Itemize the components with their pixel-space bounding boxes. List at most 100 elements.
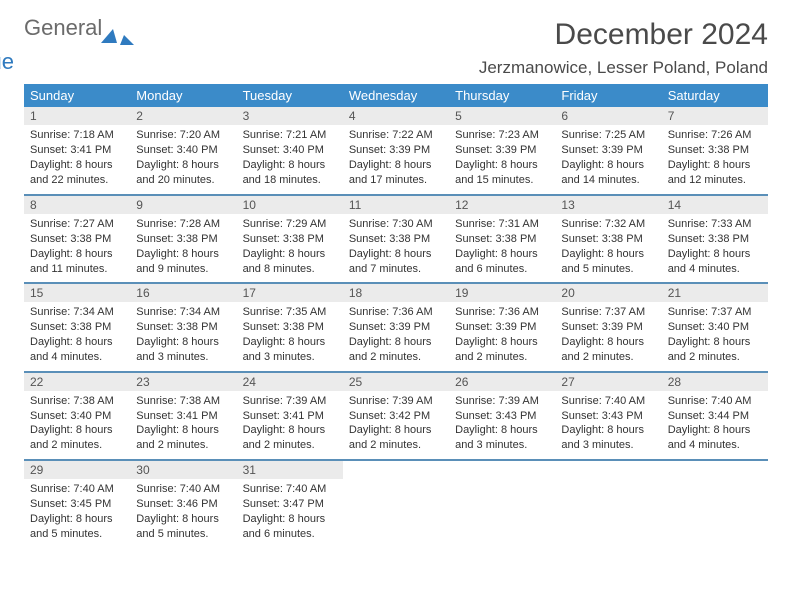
day-number: 26 — [449, 373, 555, 391]
calendar-cell: 12Sunrise: 7:31 AMSunset: 3:38 PMDayligh… — [449, 195, 555, 283]
sunrise-line: Sunrise: 7:39 AM — [243, 394, 337, 409]
calendar-cell: 27Sunrise: 7:40 AMSunset: 3:43 PMDayligh… — [555, 372, 661, 460]
sunset-line: Sunset: 3:39 PM — [455, 320, 549, 335]
weekday-sunday: Sunday — [24, 84, 130, 107]
calendar-cell: 15Sunrise: 7:34 AMSunset: 3:38 PMDayligh… — [24, 283, 130, 371]
calendar-cell — [662, 460, 768, 548]
daylight-line: Daylight: 8 hours and 4 minutes. — [668, 247, 762, 277]
daylight-line: Daylight: 8 hours and 17 minutes. — [349, 158, 443, 188]
day-body: Sunrise: 7:39 AMSunset: 3:42 PMDaylight:… — [343, 391, 449, 459]
day-number: 6 — [555, 107, 661, 125]
daylight-line: Daylight: 8 hours and 6 minutes. — [455, 247, 549, 277]
day-body: Sunrise: 7:28 AMSunset: 3:38 PMDaylight:… — [130, 214, 236, 282]
sunset-line: Sunset: 3:38 PM — [136, 320, 230, 335]
daylight-line: Daylight: 8 hours and 2 minutes. — [136, 423, 230, 453]
day-number: 31 — [237, 461, 343, 479]
sunrise-line: Sunrise: 7:18 AM — [30, 128, 124, 143]
day-number: 30 — [130, 461, 236, 479]
sunset-line: Sunset: 3:41 PM — [136, 409, 230, 424]
calendar-cell: 16Sunrise: 7:34 AMSunset: 3:38 PMDayligh… — [130, 283, 236, 371]
day-number: 11 — [343, 196, 449, 214]
calendar-cell: 19Sunrise: 7:36 AMSunset: 3:39 PMDayligh… — [449, 283, 555, 371]
day-number: 4 — [343, 107, 449, 125]
day-body: Sunrise: 7:40 AMSunset: 3:43 PMDaylight:… — [555, 391, 661, 459]
daylight-line: Daylight: 8 hours and 18 minutes. — [243, 158, 337, 188]
day-body: Sunrise: 7:39 AMSunset: 3:41 PMDaylight:… — [237, 391, 343, 459]
day-number: 22 — [24, 373, 130, 391]
sunset-line: Sunset: 3:39 PM — [455, 143, 549, 158]
day-body: Sunrise: 7:32 AMSunset: 3:38 PMDaylight:… — [555, 214, 661, 282]
sunrise-line: Sunrise: 7:25 AM — [561, 128, 655, 143]
day-number: 28 — [662, 373, 768, 391]
day-body: Sunrise: 7:40 AMSunset: 3:46 PMDaylight:… — [130, 479, 236, 547]
day-number: 25 — [343, 373, 449, 391]
day-number: 29 — [24, 461, 130, 479]
day-body: Sunrise: 7:31 AMSunset: 3:38 PMDaylight:… — [449, 214, 555, 282]
day-number: 24 — [237, 373, 343, 391]
calendar-cell: 7Sunrise: 7:26 AMSunset: 3:38 PMDaylight… — [662, 107, 768, 195]
sunrise-line: Sunrise: 7:27 AM — [30, 217, 124, 232]
sunset-line: Sunset: 3:38 PM — [30, 232, 124, 247]
calendar-cell: 3Sunrise: 7:21 AMSunset: 3:40 PMDaylight… — [237, 107, 343, 195]
weekday-header-row: Sunday Monday Tuesday Wednesday Thursday… — [24, 84, 768, 107]
daylight-line: Daylight: 8 hours and 7 minutes. — [349, 247, 443, 277]
calendar-cell: 31Sunrise: 7:40 AMSunset: 3:47 PMDayligh… — [237, 460, 343, 548]
sunrise-line: Sunrise: 7:40 AM — [561, 394, 655, 409]
sunrise-line: Sunrise: 7:32 AM — [561, 217, 655, 232]
calendar-cell: 23Sunrise: 7:38 AMSunset: 3:41 PMDayligh… — [130, 372, 236, 460]
calendar-cell: 8Sunrise: 7:27 AMSunset: 3:38 PMDaylight… — [24, 195, 130, 283]
calendar-week-row: 8Sunrise: 7:27 AMSunset: 3:38 PMDaylight… — [24, 195, 768, 283]
day-body: Sunrise: 7:34 AMSunset: 3:38 PMDaylight:… — [130, 302, 236, 370]
sunset-line: Sunset: 3:39 PM — [561, 143, 655, 158]
weekday-monday: Monday — [130, 84, 236, 107]
sunset-line: Sunset: 3:39 PM — [349, 143, 443, 158]
day-number: 9 — [130, 196, 236, 214]
sunrise-line: Sunrise: 7:23 AM — [455, 128, 549, 143]
sunrise-line: Sunrise: 7:31 AM — [455, 217, 549, 232]
calendar-cell: 18Sunrise: 7:36 AMSunset: 3:39 PMDayligh… — [343, 283, 449, 371]
daylight-line: Daylight: 8 hours and 4 minutes. — [30, 335, 124, 365]
calendar-cell: 30Sunrise: 7:40 AMSunset: 3:46 PMDayligh… — [130, 460, 236, 548]
sunrise-line: Sunrise: 7:39 AM — [455, 394, 549, 409]
day-body: Sunrise: 7:40 AMSunset: 3:45 PMDaylight:… — [24, 479, 130, 547]
daylight-line: Daylight: 8 hours and 11 minutes. — [30, 247, 124, 277]
daylight-line: Daylight: 8 hours and 4 minutes. — [668, 423, 762, 453]
daylight-line: Daylight: 8 hours and 20 minutes. — [136, 158, 230, 188]
sunrise-line: Sunrise: 7:29 AM — [243, 217, 337, 232]
day-number: 12 — [449, 196, 555, 214]
sunrise-line: Sunrise: 7:22 AM — [349, 128, 443, 143]
sunset-line: Sunset: 3:42 PM — [349, 409, 443, 424]
day-number: 15 — [24, 284, 130, 302]
brand-triangle2-icon — [120, 35, 134, 45]
daylight-line: Daylight: 8 hours and 3 minutes. — [561, 423, 655, 453]
sunset-line: Sunset: 3:38 PM — [243, 232, 337, 247]
sunset-line: Sunset: 3:41 PM — [243, 409, 337, 424]
daylight-line: Daylight: 8 hours and 3 minutes. — [455, 423, 549, 453]
title-block: December 2024 Jerzmanowice, Lesser Polan… — [479, 18, 768, 78]
day-body: Sunrise: 7:18 AMSunset: 3:41 PMDaylight:… — [24, 125, 130, 193]
sunset-line: Sunset: 3:38 PM — [561, 232, 655, 247]
daylight-line: Daylight: 8 hours and 2 minutes. — [668, 335, 762, 365]
weekday-thursday: Thursday — [449, 84, 555, 107]
sunset-line: Sunset: 3:39 PM — [561, 320, 655, 335]
day-body: Sunrise: 7:30 AMSunset: 3:38 PMDaylight:… — [343, 214, 449, 282]
day-number: 13 — [555, 196, 661, 214]
day-number: 7 — [662, 107, 768, 125]
day-body: Sunrise: 7:25 AMSunset: 3:39 PMDaylight:… — [555, 125, 661, 193]
daylight-line: Daylight: 8 hours and 15 minutes. — [455, 158, 549, 188]
daylight-line: Daylight: 8 hours and 6 minutes. — [243, 512, 337, 542]
day-number: 18 — [343, 284, 449, 302]
daylight-line: Daylight: 8 hours and 2 minutes. — [349, 423, 443, 453]
sunset-line: Sunset: 3:38 PM — [668, 232, 762, 247]
daylight-line: Daylight: 8 hours and 14 minutes. — [561, 158, 655, 188]
calendar-cell: 26Sunrise: 7:39 AMSunset: 3:43 PMDayligh… — [449, 372, 555, 460]
brand-text-general: General — [24, 18, 102, 38]
sunset-line: Sunset: 3:43 PM — [561, 409, 655, 424]
calendar-table: Sunday Monday Tuesday Wednesday Thursday… — [24, 84, 768, 548]
sunset-line: Sunset: 3:40 PM — [668, 320, 762, 335]
sunrise-line: Sunrise: 7:30 AM — [349, 217, 443, 232]
brand-text-blue: Blue — [0, 52, 48, 72]
day-body: Sunrise: 7:33 AMSunset: 3:38 PMDaylight:… — [662, 214, 768, 282]
day-number: 1 — [24, 107, 130, 125]
day-number: 3 — [237, 107, 343, 125]
